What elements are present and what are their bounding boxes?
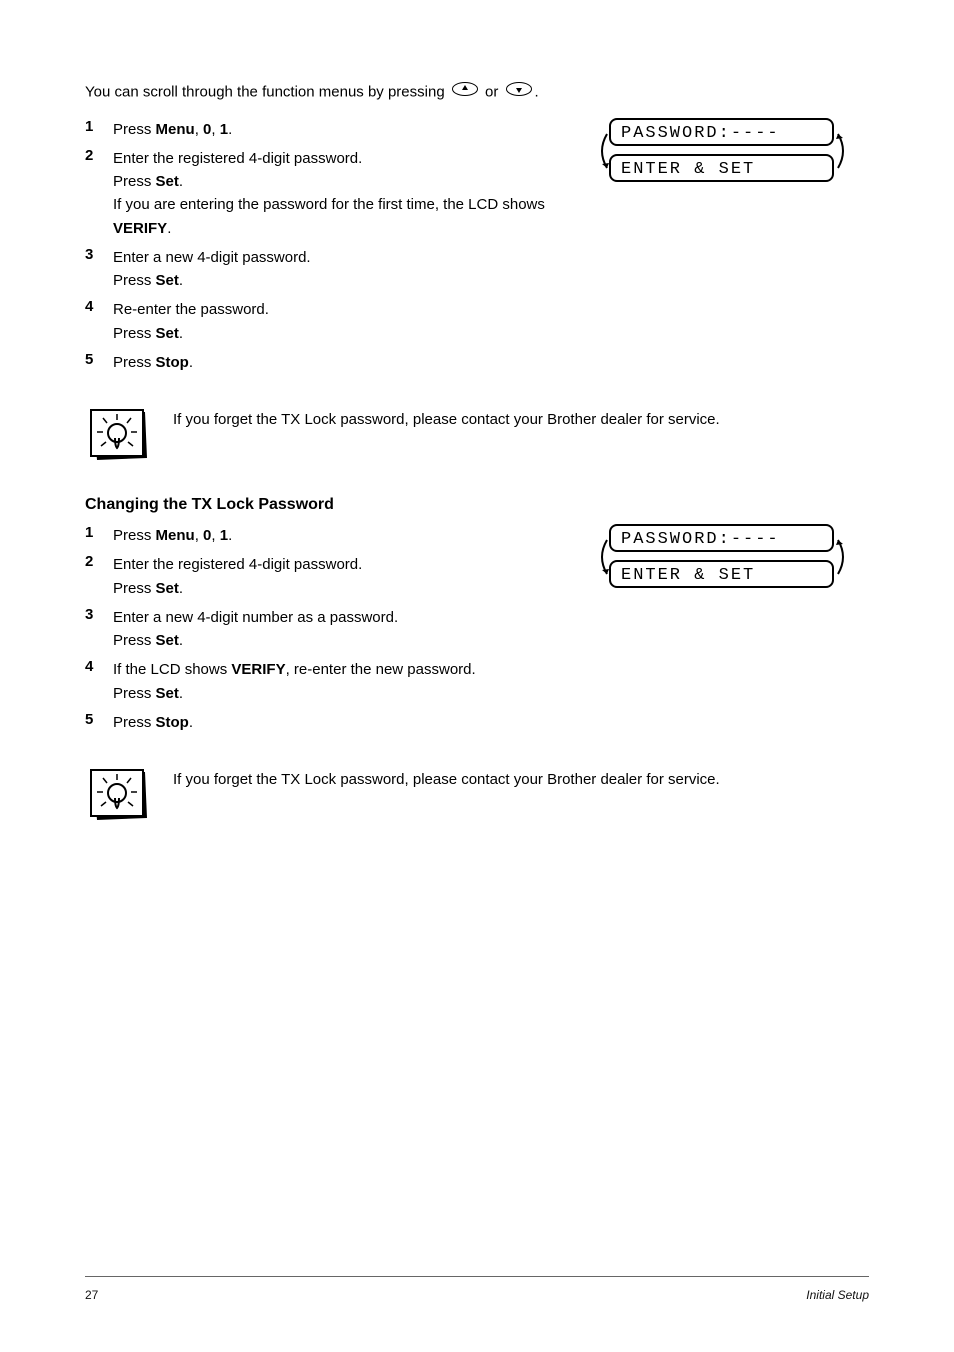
step-text: Enter the registered 4-digit password.Pr… (113, 553, 569, 600)
steps-a-list: 1 Press Menu, 0, 1. 2 Enter the registered … (85, 118, 569, 375)
arrow-down-key-icon (505, 80, 533, 106)
lcd-display-2: PASSWORD:---- ENTER & SET (599, 524, 844, 594)
instruction-step: 3 Enter a new 4-digit password.Press Set. (85, 246, 569, 293)
lcd-1-line-1: PASSWORD:---- (609, 118, 834, 146)
steps-b-section: 1 Press Menu, 0, 1. 2 Enter the registered … (85, 524, 869, 740)
section-heading-change-password: Changing the TX Lock Password (85, 496, 869, 514)
step-text: If the LCD shows VERIFY, re-enter the ne… (113, 658, 569, 705)
step-text: Enter the registered 4-digit password.Pr… (113, 147, 569, 240)
note-block-1: If you forget the TX Lock password, plea… (85, 408, 869, 468)
step-number: 2 (85, 147, 105, 164)
instruction-step: 2 Enter the registered 4-digit password.P… (85, 553, 569, 600)
step-text: Re-enter the password.Press Set. (113, 298, 569, 345)
step-number: 4 (85, 658, 105, 675)
instruction-step: 3 Enter a new 4-digit number as a passwor… (85, 606, 569, 653)
step-number: 1 (85, 118, 105, 135)
step-number: 5 (85, 711, 105, 728)
note-block-2: If you forget the TX Lock password, plea… (85, 768, 869, 828)
step-number: 2 (85, 553, 105, 570)
step-text: Press Menu, 0, 1. (113, 118, 569, 141)
step-text: Press Menu, 0, 1. (113, 524, 569, 547)
instruction-step: 4 Re-enter the password.Press Set. (85, 298, 569, 345)
step-number: 5 (85, 351, 105, 368)
cycle-right-arrow-icon (834, 536, 850, 582)
step-text: Enter a new 4-digit password.Press Set. (113, 246, 569, 293)
arrow-up-key-icon (451, 80, 479, 106)
step-text: Press Stop. (113, 351, 569, 374)
lightbulb-icon (85, 768, 155, 828)
instruction-step: 4 If the LCD shows VERIFY, re-enter the n… (85, 658, 569, 705)
note-1-text: If you forget the TX Lock password, plea… (173, 408, 869, 431)
cycle-right-arrow-icon (834, 130, 850, 176)
intro-text-dot: . (535, 84, 539, 101)
step-text: Press Stop. (113, 711, 569, 734)
footer-rule (85, 1276, 869, 1277)
instruction-step: 5 Press Stop. (85, 351, 569, 374)
lcd-2-line-1: PASSWORD:---- (609, 524, 834, 552)
step-number: 3 (85, 606, 105, 623)
step-number: 4 (85, 298, 105, 315)
footer-chapter-title: Initial Setup (806, 1288, 869, 1302)
step-number: 1 (85, 524, 105, 541)
intro-text-1: You can scroll through the function menu… (85, 84, 445, 101)
steps-a-section: 1 Press Menu, 0, 1. 2 Enter the registered … (85, 118, 869, 381)
footer-page-number: 27 (85, 1288, 98, 1302)
lcd-display-1: PASSWORD:---- ENTER & SET (599, 118, 844, 188)
lcd-2-line-2: ENTER & SET (609, 560, 834, 588)
instruction-step: 5 Press Stop. (85, 711, 569, 734)
lcd-1-line-2: ENTER & SET (609, 154, 834, 182)
lightbulb-icon (85, 408, 155, 468)
page-container: You can scroll through the function menu… (0, 0, 954, 1352)
intro-paragraph: You can scroll through the function menu… (85, 80, 869, 106)
intro-text-or: or (485, 84, 498, 101)
step-number: 3 (85, 246, 105, 263)
instruction-step: 2 Enter the registered 4-digit password.P… (85, 147, 569, 240)
instruction-step: 1 Press Menu, 0, 1. (85, 524, 569, 547)
instruction-step: 1 Press Menu, 0, 1. (85, 118, 569, 141)
steps-b-list: 1 Press Menu, 0, 1. 2 Enter the registered … (85, 524, 569, 734)
note-2-text: If you forget the TX Lock password, plea… (173, 768, 869, 791)
step-text: Enter a new 4-digit number as a password… (113, 606, 569, 653)
